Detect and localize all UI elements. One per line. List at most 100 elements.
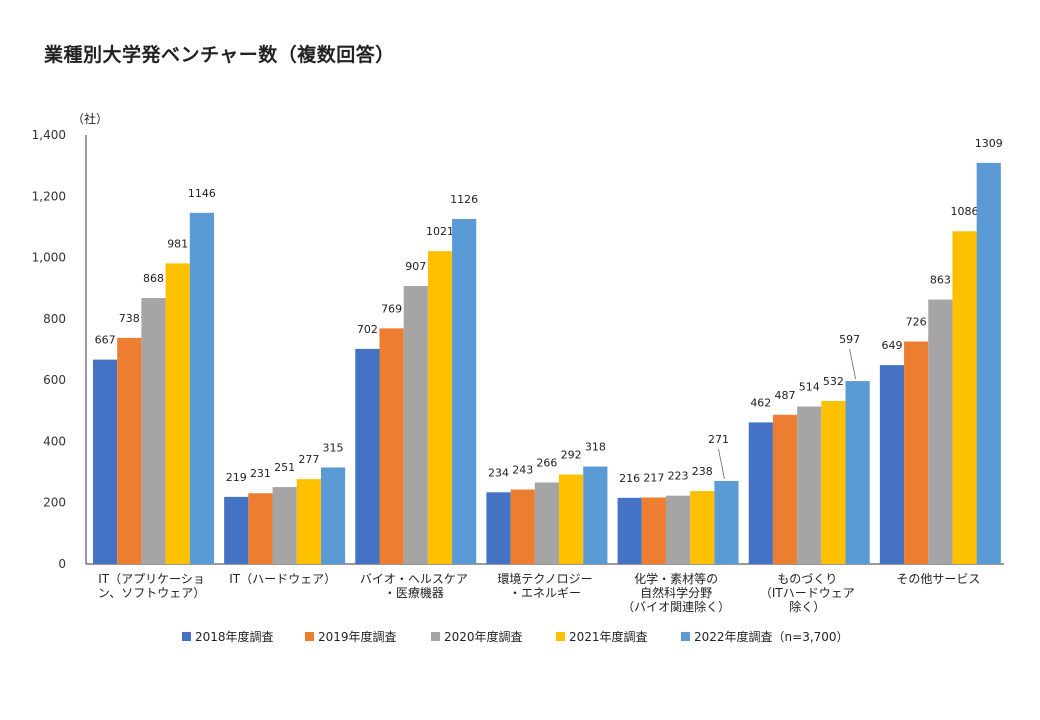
data-label-leader-line	[849, 348, 857, 380]
bar	[189, 212, 214, 564]
data-label: 769	[381, 302, 402, 315]
data-label: 514	[799, 380, 820, 393]
data-label: 981	[167, 237, 188, 250]
legend-entry: 2022年度調査（n=3,700）	[694, 629, 849, 644]
bar	[690, 491, 715, 564]
legend-entry: 2021年度調査	[569, 629, 648, 644]
bar	[665, 495, 691, 564]
data-label: 532	[823, 375, 844, 388]
y-tick-label: 1,400	[32, 128, 66, 142]
bar	[748, 422, 773, 564]
data-label: 907	[405, 260, 426, 273]
x-category-label: （ITハードウェア	[760, 586, 855, 600]
data-label: 315	[323, 441, 344, 454]
y-tick-label: 200	[43, 496, 66, 510]
data-label: 1021	[426, 225, 454, 238]
y-tick-label: 800	[43, 312, 66, 326]
bar	[486, 492, 511, 564]
bar	[427, 251, 453, 565]
bar	[821, 400, 846, 564]
legend-swatch	[431, 632, 440, 641]
data-label: 234	[488, 466, 509, 479]
bar	[403, 286, 428, 564]
data-label: 649	[881, 339, 902, 352]
bar	[510, 489, 535, 564]
data-label: 738	[119, 312, 140, 325]
x-category-label: その他サービス	[896, 572, 980, 586]
bar	[976, 162, 1001, 564]
y-axis-unit-label: （社）	[72, 112, 109, 126]
data-label: 863	[930, 274, 951, 287]
bar	[534, 482, 560, 564]
bar	[452, 218, 477, 564]
legend-entry: 2020年度調査	[444, 629, 523, 644]
data-label-leader-line	[718, 448, 725, 480]
y-tick-label: 1,000	[32, 251, 66, 265]
data-label: 1126	[450, 193, 478, 206]
legend-swatch	[556, 632, 565, 641]
bar	[355, 348, 380, 564]
bar	[797, 406, 822, 564]
data-label: 217	[643, 472, 664, 485]
bar	[928, 299, 953, 564]
y-tick-label: 400	[43, 434, 66, 448]
bar	[320, 467, 346, 564]
data-label: 726	[906, 316, 927, 329]
legend-entry: 2018年度調査	[195, 629, 274, 644]
data-label: 223	[668, 470, 689, 483]
x-category-label: IT（アプリケーショ	[98, 572, 205, 586]
bar	[952, 231, 977, 564]
bar	[379, 328, 404, 564]
chart-title: 業種別大学発ベンチャー数（複数回答）	[44, 44, 395, 66]
bar	[879, 365, 905, 564]
data-label: 231	[250, 467, 271, 480]
y-tick-label: 1,200	[32, 189, 66, 203]
data-label: 487	[775, 389, 796, 402]
x-category-label: 環境テクノロジー	[497, 571, 592, 586]
data-label: 868	[143, 272, 164, 285]
bar	[93, 359, 118, 564]
data-label: 219	[226, 471, 247, 484]
data-label: 462	[750, 396, 771, 409]
bar	[772, 414, 798, 564]
x-category-label: 自然科学分野	[640, 585, 712, 600]
data-label: 1146	[188, 187, 216, 200]
bar	[559, 474, 584, 564]
x-category-label: 化学・素材等の	[634, 571, 718, 586]
legend-swatch	[681, 632, 690, 641]
x-category-label: ものづくり	[777, 572, 837, 586]
legend-swatch	[305, 632, 314, 641]
bar	[272, 487, 297, 564]
bar	[583, 466, 608, 564]
data-label: 251	[274, 461, 295, 474]
data-label: 238	[692, 465, 713, 478]
legend-swatch	[182, 632, 191, 641]
data-label: 243	[512, 464, 533, 477]
bar	[904, 341, 929, 564]
x-category-label: バイオ・ヘルスケア	[360, 572, 468, 586]
data-label: 702	[357, 323, 378, 336]
bar	[641, 497, 666, 564]
bar	[165, 263, 190, 564]
x-category-label: （バイオ関連除く）	[622, 599, 730, 614]
bar	[248, 493, 273, 564]
x-category-label: ・医療機器	[384, 585, 444, 600]
y-tick-label: 0	[58, 557, 66, 571]
bar	[224, 496, 249, 564]
data-label: 216	[619, 472, 640, 485]
y-tick-label: 600	[43, 373, 66, 387]
data-label: 271	[708, 433, 729, 446]
bar	[845, 381, 870, 564]
legend-entry: 2019年度調査	[318, 629, 397, 644]
bar	[714, 480, 739, 564]
bar	[617, 497, 642, 564]
data-label: 266	[536, 456, 557, 469]
bar	[117, 337, 142, 564]
data-label: 1086	[951, 205, 979, 218]
x-category-label: 除く）	[789, 599, 825, 614]
x-category-label: ン、ソフトウェア）	[98, 586, 205, 600]
data-label: 318	[585, 441, 606, 454]
data-label: 597	[839, 333, 860, 346]
data-label: 277	[298, 453, 319, 466]
